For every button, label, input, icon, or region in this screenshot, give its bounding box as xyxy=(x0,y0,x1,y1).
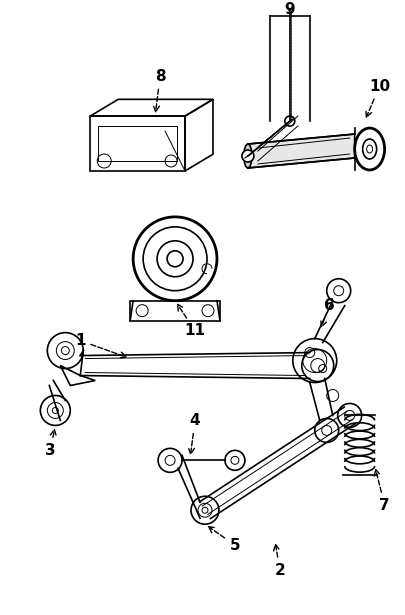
Text: 5: 5 xyxy=(208,526,240,553)
Bar xyxy=(130,301,220,320)
Text: 8: 8 xyxy=(153,69,165,112)
Text: 2: 2 xyxy=(273,544,284,577)
Text: 10: 10 xyxy=(365,79,389,117)
Text: 7: 7 xyxy=(373,469,389,513)
Bar xyxy=(98,126,177,161)
Polygon shape xyxy=(247,134,354,168)
Ellipse shape xyxy=(243,144,251,168)
Text: 11: 11 xyxy=(177,304,205,338)
Text: 1: 1 xyxy=(75,333,126,358)
Text: 9: 9 xyxy=(284,2,294,17)
Text: 6: 6 xyxy=(320,298,334,327)
Circle shape xyxy=(241,150,253,162)
Text: 4: 4 xyxy=(188,413,200,454)
Text: 3: 3 xyxy=(45,430,56,458)
